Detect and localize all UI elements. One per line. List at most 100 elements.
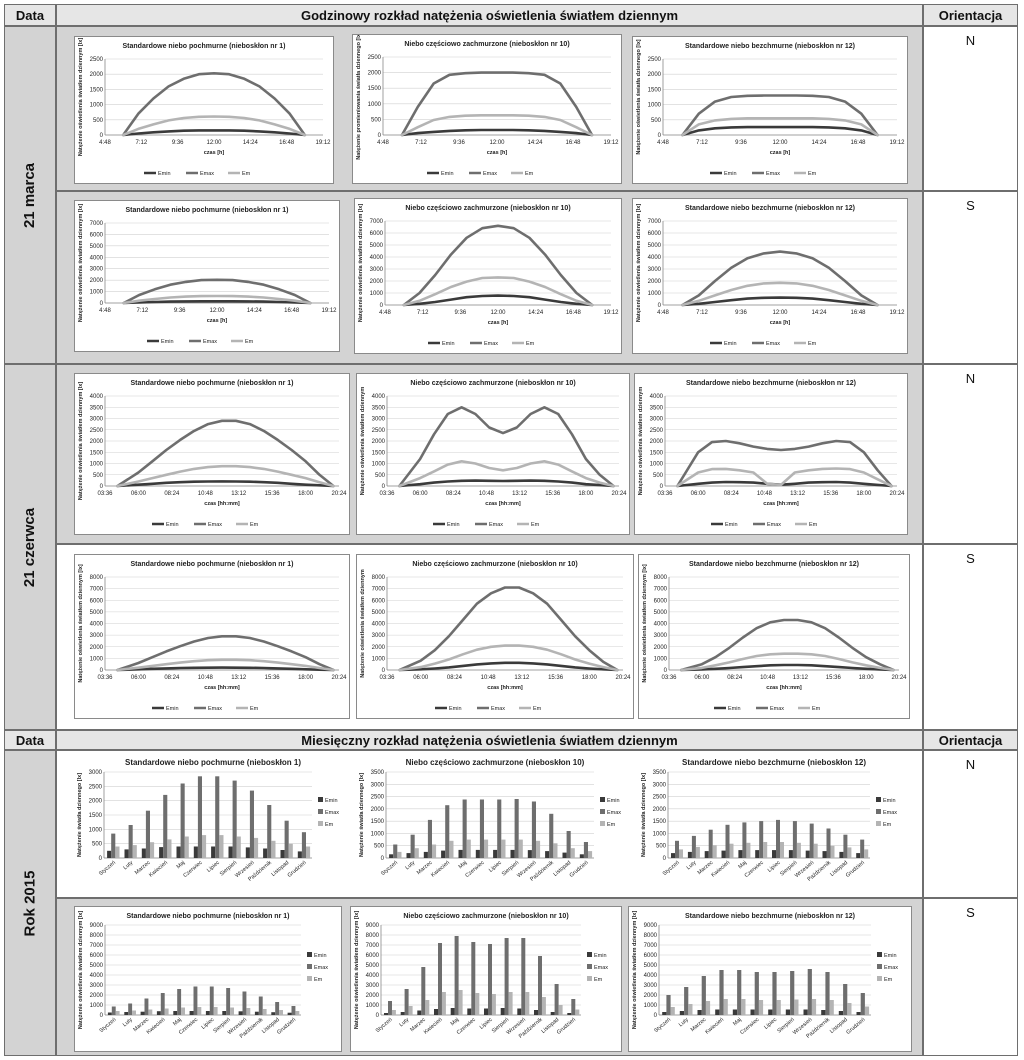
x-tick-label: Czerwiec <box>182 860 203 879</box>
y-tick-label: 5000 <box>648 243 662 249</box>
legend-label: Em <box>325 822 334 828</box>
y-axis-label: Natężenie oświetlenia światłem dziennym … <box>636 204 642 322</box>
orientation-label: N <box>965 757 976 772</box>
y-tick-label: 2000 <box>372 439 386 445</box>
bar-emax <box>776 819 780 858</box>
bar-emax <box>388 1001 392 1015</box>
y-tick-label: 1500 <box>648 87 662 93</box>
bar-em <box>408 1006 413 1015</box>
x-tick-label: 16:48 <box>850 140 866 146</box>
legend-label: Em <box>314 977 323 983</box>
x-tick-label: Luty <box>686 860 698 871</box>
x-tick-label: 7:12 <box>417 310 429 316</box>
bar-emax <box>807 969 812 1015</box>
y-tick-label: 5000 <box>90 963 104 969</box>
legend-label: Emin <box>166 522 179 528</box>
y-tick-label: 4000 <box>372 394 386 400</box>
series-line-emax <box>681 250 879 307</box>
bar-emax <box>538 956 542 1015</box>
bar-emin <box>400 1012 405 1015</box>
bar-emax <box>267 805 272 858</box>
y-tick-label: 2000 <box>650 439 664 445</box>
y-tick-label: 6000 <box>90 232 104 238</box>
x-axis-label: czas [hh:mm] <box>204 501 240 507</box>
x-tick-label: 16:48 <box>284 308 300 314</box>
x-tick-label: Kwiecień <box>146 1017 167 1036</box>
y-tick-label: 2000 <box>90 278 104 284</box>
bar-emin <box>545 851 550 858</box>
x-axis-label: czas [hh:mm] <box>485 501 521 507</box>
legend-swatch <box>318 797 323 802</box>
chart-title: Standardowe niebo bezchmurne (nieboskłon… <box>685 205 855 212</box>
bar-emax <box>160 993 165 1015</box>
orientation-label: S <box>966 905 975 920</box>
bar-em <box>847 1003 852 1015</box>
y-axis-label: Natężenie oświetlenia światłem dziennym <box>360 569 366 678</box>
x-tick-label: 20:24 <box>889 491 905 497</box>
bar-emin <box>715 1009 720 1015</box>
y-tick-label: 1500 <box>372 450 386 456</box>
bar-em <box>758 1000 764 1015</box>
bar-em <box>150 842 155 858</box>
bar-em <box>254 837 259 858</box>
chart-svg: Standardowe niebo bezchmurne (nieboskłon… <box>642 561 907 712</box>
x-tick-label: 14:24 <box>811 140 827 146</box>
y-tick-label: 500 <box>653 473 664 479</box>
y-tick-label: 6000 <box>370 231 384 237</box>
bar-emax <box>232 780 237 858</box>
bar-em <box>167 839 172 858</box>
bar-em <box>148 1009 153 1015</box>
bar-emax <box>691 835 696 858</box>
y-axis-label: Natężenie oświetlenia światłem dziennym … <box>354 911 360 1029</box>
y-tick-label: 2000 <box>644 993 658 999</box>
legend-label: Emax <box>883 810 897 816</box>
x-tick-label: 12:00 <box>209 308 225 314</box>
y-tick-label: 1500 <box>650 450 664 456</box>
bar-emin <box>245 847 250 858</box>
legend-label: Em <box>883 822 892 828</box>
x-tick-label: 20:24 <box>331 675 347 681</box>
x-tick-label: 08:24 <box>447 675 463 681</box>
y-tick-label: 2500 <box>648 57 662 63</box>
series-line-emin <box>681 296 879 307</box>
y-tick-label: 2000 <box>90 993 104 999</box>
y-tick-label: 2500 <box>372 428 386 434</box>
x-tick-label: Maj <box>450 1017 461 1027</box>
chart-panel: Standardowe niebo pochmurne (nieboskłon … <box>74 36 334 184</box>
legend-label: Em <box>812 706 821 712</box>
bar-emin <box>254 1011 259 1015</box>
bar-em <box>813 843 818 858</box>
legend-label: Em <box>533 706 542 712</box>
chart-panel: Standardowe niebo bezchmurne (nieboskłon… <box>632 36 908 184</box>
bar-em <box>236 836 241 858</box>
chart-panel: Niebo częściowo zachmurzone (nieboskłon … <box>352 34 622 184</box>
legend-label: Emin <box>442 341 455 347</box>
bar-emin <box>821 1010 826 1015</box>
series-line-em <box>116 658 335 672</box>
y-tick-label: 0 <box>378 133 382 139</box>
x-tick-label: Kwiecień <box>430 860 451 879</box>
chart-svg: Niebo częściowo zachmurzone (nieboskłon … <box>359 758 621 883</box>
legend-label: Emin <box>314 953 327 959</box>
bar-emin <box>550 1012 555 1015</box>
legend-label: Em <box>531 522 540 528</box>
bar-emax <box>675 840 679 858</box>
series-line-em <box>400 114 594 137</box>
bar-emax <box>242 991 247 1015</box>
chart-panel: Niebo częściowo zachmurzone (nieboskłon … <box>356 754 634 894</box>
x-tick-label: 20:24 <box>331 491 347 497</box>
y-tick-label: 0 <box>660 484 664 490</box>
x-axis-label: czas [h] <box>770 320 791 326</box>
x-tick-label: 13:12 <box>231 675 247 681</box>
x-tick-label: 9:36 <box>735 310 747 316</box>
bar-emin <box>500 1008 505 1015</box>
y-tick-label: 4000 <box>648 255 662 261</box>
y-tick-label: 8000 <box>654 575 668 581</box>
series-line-em <box>676 467 893 488</box>
x-tick-label: 9:36 <box>454 310 466 316</box>
y-tick-label: 7000 <box>372 587 386 593</box>
bar-em <box>491 994 496 1015</box>
bar-emin <box>805 850 810 858</box>
x-tick-label: Lipiec <box>206 860 221 874</box>
y-tick-label: 6000 <box>90 953 104 959</box>
